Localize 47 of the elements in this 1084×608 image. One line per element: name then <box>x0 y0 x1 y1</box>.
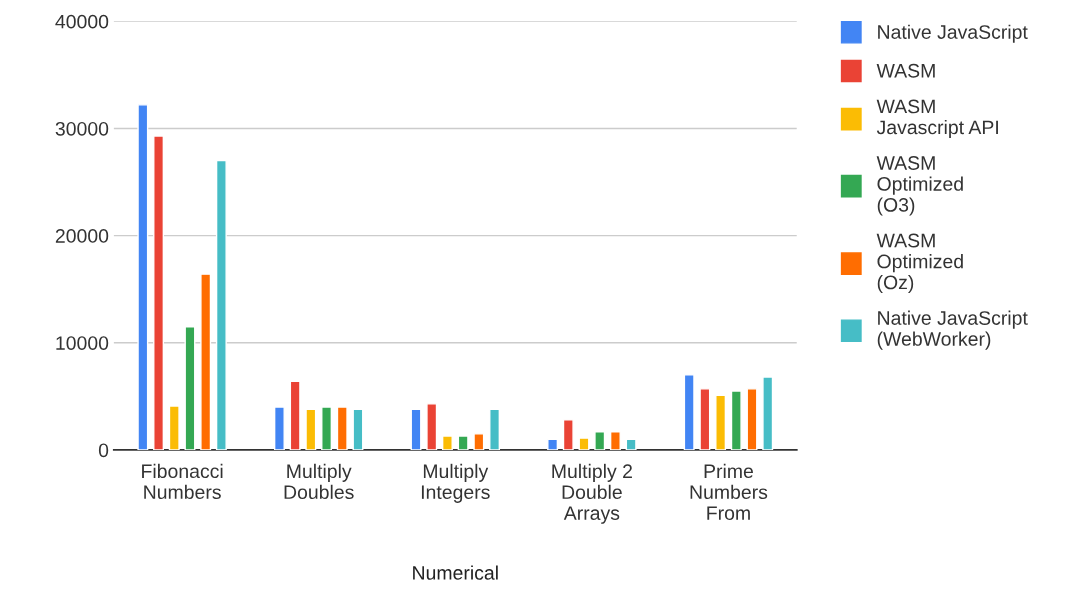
bar <box>410 408 422 450</box>
y-tick-label: 30000 <box>55 121 109 136</box>
bar <box>683 374 695 450</box>
bar <box>730 390 742 450</box>
bar <box>168 405 180 450</box>
x-tick-label: Multiply Integers <box>421 463 490 503</box>
bar <box>137 104 149 450</box>
legend-label: Native JavaScript <box>878 24 1028 43</box>
x-tick-label: Prime Numbers From <box>690 463 768 520</box>
x-tick-label: Multiply 2 Double Arrays <box>552 463 632 524</box>
bar <box>699 388 711 450</box>
bar <box>547 438 559 450</box>
y-tick-label: 20000 <box>55 229 109 243</box>
bar <box>457 435 469 450</box>
bar <box>625 438 637 450</box>
bar <box>594 431 606 450</box>
legend-label: WASM <box>876 63 935 78</box>
bar <box>746 388 758 450</box>
bar <box>562 419 574 450</box>
bar <box>715 394 727 450</box>
bar <box>489 408 501 450</box>
x-tick-label: Fibonacci Numbers <box>142 463 223 500</box>
bar <box>441 435 453 450</box>
bar <box>273 406 285 450</box>
y-tick-label: 0 <box>98 443 109 458</box>
bar <box>305 408 317 450</box>
bar <box>473 433 485 450</box>
legend-label: WASM Javascript API <box>876 99 998 139</box>
bar <box>578 437 590 450</box>
bar <box>200 273 212 450</box>
bar <box>336 406 348 450</box>
y-tick-label: 40000 <box>55 14 109 29</box>
bar <box>215 159 227 450</box>
bar <box>609 431 621 450</box>
bar <box>426 403 438 450</box>
bar <box>762 376 774 450</box>
legend-label: WASM Optimized (Oz) <box>876 233 963 294</box>
legend-label: Native JavaScript (WebWorker) <box>877 310 1028 350</box>
bar <box>289 380 301 450</box>
y-tick-label: 10000 <box>56 336 109 350</box>
bar <box>184 325 196 450</box>
x-tick-label: Multiply Doubles <box>284 463 354 500</box>
x-axis-title: Numerical <box>413 565 498 580</box>
bar <box>352 408 364 450</box>
bar <box>153 135 165 450</box>
legend-label: WASM Optimized (O3) <box>876 156 963 216</box>
bar <box>321 406 333 450</box>
